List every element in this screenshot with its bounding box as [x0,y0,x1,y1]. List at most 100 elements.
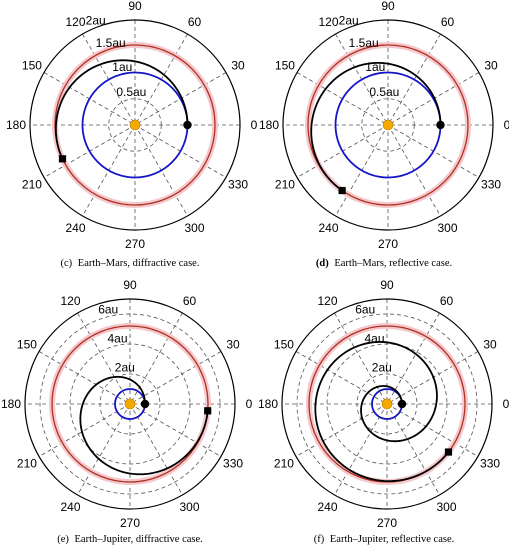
grid-ring [296,313,478,495]
angle-tick-label: 210 [17,457,37,471]
polar-boundary [282,19,494,231]
angle-tick-label: 30 [231,59,245,73]
trajectory-line [79,375,209,476]
caption-e-text: Earth–Jupiter, diffractive case. [75,534,203,545]
radial-tick-label: 0.5au [369,85,399,99]
polar-plot-earth-mars-reflective: 90603003303002702402101801501200.5au1au1… [259,0,509,251]
angle-tick-label: 180 [259,118,279,132]
angle-tick-label: 270 [125,237,145,251]
radial-tick-label: 2au [115,360,135,374]
angle-tick-label: 330 [480,457,500,471]
caption-f-text: Earth–Jupiter, reflective case. [330,534,454,545]
angle-tick-label: 150 [22,59,42,73]
radial-tick-label: 2au [86,14,106,28]
angle-tick-label: 30 [484,59,498,73]
radial-tick-label: 6au [98,303,118,317]
end-point-marker [58,155,67,163]
sun-marker [124,398,136,410]
angle-tick-label: 240 [65,221,85,235]
angle-tick-label: 240 [318,221,338,235]
angle-tick-label: 120 [317,294,337,308]
angle-tick-label: 180 [6,118,26,132]
radial-tick-label: 2au [372,360,392,374]
angle-tick-label: 270 [377,516,397,530]
angle-tick-label: 120 [65,15,85,29]
caption-c-text: Earth–Mars, diffractive case. [78,258,200,269]
angle-tick-label: 30 [483,338,497,352]
grid-ring [39,313,221,495]
sun-marker [129,119,141,131]
angle-tick-label: 300 [184,221,204,235]
caption-d: (d) Earth–Mars, reflective case. [316,258,452,269]
polar-boundary [281,298,493,510]
angle-tick-label: 300 [436,500,456,514]
end-point-marker [204,407,212,415]
angle-tick-label: 150 [274,338,294,352]
angle-tick-label: 90 [380,278,394,292]
angle-tick-label: 300 [437,221,457,235]
angle-tick-label: 0 [246,397,253,411]
end-point-marker [338,186,346,195]
radial-tick-label: 4au [108,331,128,345]
angle-tick-label: 0 [504,118,509,132]
grid-ring [108,98,162,152]
radial-tick-label: 1au [112,60,132,74]
sun-marker [381,398,393,410]
angle-tick-label: 330 [223,457,243,471]
grid-ring [326,343,448,465]
angle-tick-label: 0 [251,118,258,132]
caption-f: (f) Earth–Jupiter, reflective case. [314,534,454,545]
start-point-marker [140,399,150,409]
angle-tick-label: 60 [183,294,197,308]
start-point-marker [183,120,192,130]
polar-plot-earth-mars-diffractive: 90603003303002702402101801501200.5au1au1… [6,0,258,251]
angle-tick-label: 150 [17,338,37,352]
angle-tick-label: 90 [128,0,142,13]
angle-tick-label: 300 [179,500,199,514]
radial-tick-label: 1.5au [96,36,126,50]
radial-tick-label: 1au [365,60,385,74]
grid-ring [356,373,418,435]
angle-tick-label: 330 [228,178,248,192]
trajectory-line [54,59,189,160]
start-point-marker [436,120,445,130]
angle-tick-label: 270 [378,237,398,251]
radial-tick-label: 1.5au [349,36,379,50]
radial-tick-label: 2au [339,14,359,28]
radial-tick-label: 4au [365,331,385,345]
angle-tick-label: 180 [1,397,21,411]
caption-c-label: (c) [61,258,73,269]
angle-tick-label: 210 [274,457,294,471]
caption-e-label: (e) [57,534,69,545]
angle-tick-label: 210 [275,178,295,192]
target-orbit [307,44,469,206]
angle-tick-label: 60 [441,15,455,29]
target-orbit [54,44,216,206]
grid-ring [99,373,161,435]
angle-tick-label: 120 [60,294,80,308]
radial-tick-label: 6au [355,303,375,317]
angle-tick-label: 330 [481,178,501,192]
angle-tick-label: 120 [318,15,338,29]
end-point-marker [444,448,453,456]
sun-marker [382,119,394,131]
angle-tick-label: 90 [381,0,395,13]
angle-tick-label: 240 [317,500,337,514]
angle-tick-label: 240 [60,500,80,514]
trajectory-line [314,341,450,483]
angle-tick-label: 90 [123,278,137,292]
target-orbit [308,325,466,483]
grid-ring [361,98,415,152]
polar-boundary [24,298,236,510]
polar-boundary [29,19,241,231]
angle-tick-label: 180 [258,397,278,411]
grid-ring [69,343,191,465]
target-orbit [51,325,209,483]
angle-tick-label: 270 [120,516,140,530]
caption-d-label: (d) [316,258,329,269]
start-point-marker [397,399,407,409]
angle-tick-label: 0 [503,397,509,411]
